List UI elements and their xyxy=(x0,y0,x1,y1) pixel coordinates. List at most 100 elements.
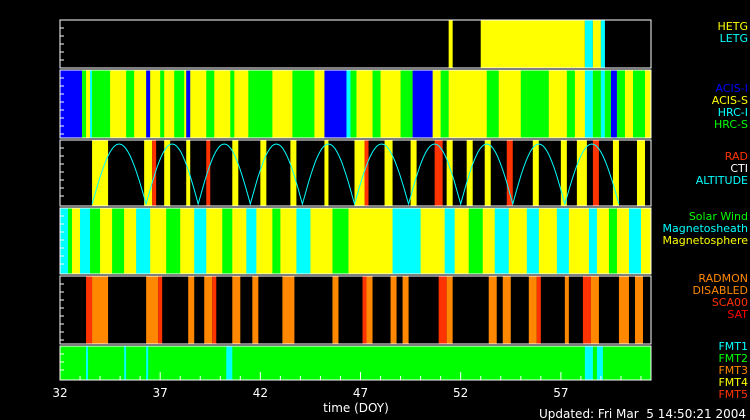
state-segment xyxy=(634,276,643,344)
legend-label: Magnetosheath xyxy=(663,222,749,235)
state-segment xyxy=(158,276,163,344)
legend-label: HRC-S xyxy=(714,118,748,131)
state-segment xyxy=(80,208,91,274)
state-segment xyxy=(600,70,605,138)
x-tick-label: 42 xyxy=(253,386,268,400)
state-segment xyxy=(144,140,153,206)
state-segment xyxy=(412,70,433,138)
state-segment xyxy=(246,208,257,274)
x-tick-label: 32 xyxy=(52,386,67,400)
state-segment xyxy=(212,276,217,344)
panels-group: HETGLETGACIS-IACIS-SHRC-IHRC-SRADCTIALTI… xyxy=(59,19,749,401)
state-segment xyxy=(618,276,629,344)
state-segment xyxy=(438,276,447,344)
state-segment xyxy=(448,20,453,68)
state-segment xyxy=(616,70,625,138)
state-segment xyxy=(188,276,195,344)
state-segment xyxy=(136,208,151,274)
legend-label: ALTITUDE xyxy=(696,174,748,187)
state-segment xyxy=(160,70,165,138)
state-segment xyxy=(60,70,83,138)
state-segment xyxy=(486,70,499,138)
state-segment xyxy=(592,140,599,206)
state-segment xyxy=(584,346,593,380)
state-segment xyxy=(354,140,365,206)
state-segment xyxy=(272,208,281,274)
x-axis: time (DOY) 32 37 42 47 52 57 xyxy=(52,372,642,415)
state-segment xyxy=(92,276,109,344)
panel-frame xyxy=(59,139,652,207)
state-segment xyxy=(90,70,93,138)
legend-label: RADMON xyxy=(698,272,748,285)
state-segment xyxy=(232,140,239,206)
state-segment xyxy=(502,276,511,344)
legend-label: HRC-I xyxy=(718,106,748,119)
legend-label: LETG xyxy=(720,32,748,45)
state-segment xyxy=(592,70,601,138)
state-segment xyxy=(232,276,241,344)
state-segment xyxy=(402,276,409,344)
state-segment xyxy=(152,140,157,206)
x-axis-title: time (DOY) xyxy=(323,401,389,415)
state-segment xyxy=(566,70,575,138)
panel-frame xyxy=(59,69,652,139)
state-segment xyxy=(564,276,569,344)
state-segment xyxy=(560,140,567,206)
legend-label: SAT xyxy=(727,308,748,321)
state-segment xyxy=(484,140,491,206)
state-segment xyxy=(166,208,181,274)
state-segment xyxy=(204,276,213,344)
state-segment xyxy=(292,70,315,138)
state-segment xyxy=(260,140,267,206)
state-segment xyxy=(332,208,349,274)
x-tick-label: 57 xyxy=(553,386,568,400)
state-segment xyxy=(226,346,233,380)
state-segment xyxy=(494,208,509,274)
legend-label: ACIS-I xyxy=(716,82,748,95)
state-segment xyxy=(528,276,537,344)
state-segment xyxy=(124,346,127,380)
state-segment xyxy=(346,70,351,138)
legend-label: FMT4 xyxy=(718,376,748,389)
state-segment xyxy=(222,208,233,274)
state-segment xyxy=(526,208,539,274)
state-segment xyxy=(206,70,215,138)
x-tick-label: 37 xyxy=(153,386,168,400)
state-segment xyxy=(584,20,593,68)
state-segment xyxy=(86,346,89,380)
state-segment xyxy=(186,140,191,206)
panel-frame xyxy=(59,345,652,381)
state-segment xyxy=(582,276,591,344)
state-segment xyxy=(532,140,539,206)
state-segment xyxy=(506,140,513,206)
state-segment xyxy=(366,276,373,344)
state-segment xyxy=(364,140,369,206)
state-segment xyxy=(468,208,483,274)
state-segment xyxy=(636,140,645,206)
legend-label: Solar Wind xyxy=(689,210,748,223)
state-segment xyxy=(400,70,413,138)
state-segment xyxy=(146,70,151,138)
state-segment xyxy=(82,70,87,138)
panel-background xyxy=(60,208,651,274)
state-segment xyxy=(362,276,367,344)
state-segment xyxy=(126,70,135,138)
state-segment xyxy=(230,70,235,138)
state-segment xyxy=(556,208,569,274)
panel-frame xyxy=(59,275,652,345)
state-segment xyxy=(282,276,295,344)
state-segment xyxy=(90,208,101,274)
state-segment xyxy=(600,20,605,68)
state-segment xyxy=(520,70,549,138)
legend-label: RAD xyxy=(725,150,748,163)
state-segment xyxy=(604,70,611,138)
state-segment xyxy=(324,140,329,206)
x-tick-label: 52 xyxy=(453,386,468,400)
state-segment xyxy=(174,70,185,138)
